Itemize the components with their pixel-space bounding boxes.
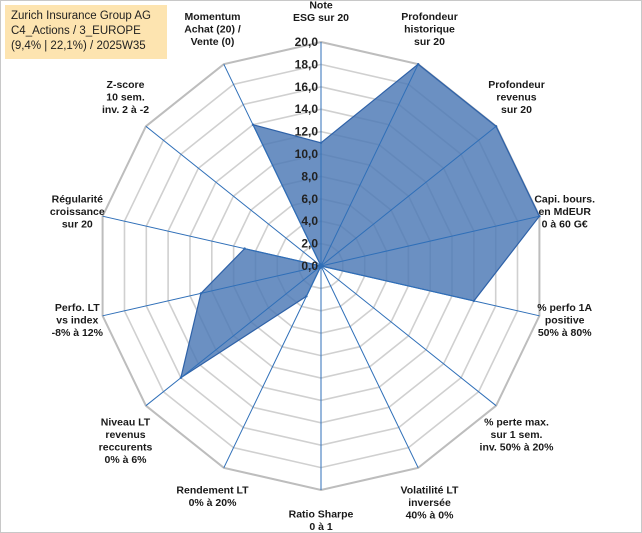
category-label-10: Niveau LT revenus reccurents 0% à 6% (99, 417, 153, 467)
spoke-14 (223, 63, 322, 267)
chart-title-box: Zurich Insurance Group AG C4_Actions / 3… (5, 5, 167, 59)
category-label-line: 50% à 80% (538, 327, 592, 339)
spoke-9 (223, 265, 322, 469)
tick-label: 8,0 (301, 169, 318, 183)
category-label-line: Z-score (107, 79, 145, 91)
category-labels: Note ESG sur 20 Profondeur historique sur 20… (50, 0, 595, 533)
spoke-4 (320, 215, 540, 267)
category-label-line: Profondeur (401, 11, 458, 23)
category-label-line: 10 sem. (106, 91, 145, 103)
category-label-13: Z-score 10 sem. inv. 2 à -2 (102, 79, 149, 116)
spoke-5 (320, 265, 540, 317)
category-label-line: -8% à 12% (52, 327, 104, 339)
category-label-11: Perfo. LT vs index -8% à 12% (52, 302, 104, 339)
tick-label: 18,0 (295, 57, 319, 71)
tick-label: 6,0 (301, 192, 318, 206)
category-label-line: croissance (50, 206, 105, 218)
category-label-line: vs index (56, 315, 98, 327)
category-label-line: Perfo. LT (55, 302, 100, 314)
category-label-line: Capi. bours. (534, 194, 595, 206)
spoke-7 (320, 265, 419, 469)
category-label-7: Volatilité LT inversée 40% à 0% (401, 484, 460, 521)
category-label-6: % perte max. sur 1 sem. inv. 50% à 20% (480, 417, 555, 454)
category-label-line: sur 20 (501, 104, 532, 116)
category-label-line: inv. 2 à -2 (102, 104, 149, 116)
radar-series (179, 62, 541, 380)
category-label-9: Rendement LT 0% à 20% (176, 484, 249, 509)
category-label-line: positive (545, 315, 585, 327)
category-label-line: inv. 50% à 20% (480, 442, 555, 454)
category-label-line: 0% à 20% (189, 497, 238, 509)
category-label-14: Momentum Achat (20) / Vente (0) (184, 11, 241, 48)
category-label-line: sur 20 (414, 36, 445, 48)
category-label-line: Note (309, 0, 332, 12)
category-label-line: revenus (496, 91, 536, 103)
category-label-line: inversée (408, 497, 451, 509)
chart-title-line-3: (9,4% | 22,1%) / 2025W35 (11, 40, 146, 52)
category-label-line: 0 à 60 G€ (542, 219, 588, 231)
chart-title-line-2: C4_Actions / 3_EUROPE (11, 25, 141, 37)
category-label-line: historique (404, 24, 455, 36)
tick-label: 10,0 (295, 147, 319, 161)
category-label-line: 0 à 1 (309, 521, 333, 533)
spoke-11 (102, 265, 322, 317)
category-label-line: Régularité (52, 194, 104, 206)
spoke-2 (320, 63, 419, 267)
category-label-line: reccurents (99, 442, 153, 454)
category-label-line: Vente (0) (191, 36, 235, 48)
category-label-line: revenus (105, 429, 145, 441)
category-label-line: Achat (20) / (184, 24, 241, 36)
category-label-8: Ratio Sharpe 0 à 1 (289, 509, 354, 533)
tick-label: 16,0 (295, 80, 319, 94)
radar-spokes (102, 42, 540, 490)
category-label-3: Profondeur revenus sur 20 (488, 79, 545, 116)
category-label-line: 40% à 0% (406, 509, 455, 521)
category-label-4: Capi. bours. en MdEUR 0 à 60 G€ (534, 194, 595, 231)
tick-label: 20,0 (295, 35, 319, 49)
category-label-line: Momentum (185, 11, 241, 23)
category-label-12: Régularité croissance sur 20 (50, 194, 105, 231)
category-label-line: en MdEUR (538, 206, 591, 218)
tick-label: 2,0 (301, 237, 318, 251)
spoke-10 (145, 265, 322, 407)
category-label-line: ESG sur 20 (293, 12, 349, 24)
category-label-line: 0% à 6% (104, 454, 147, 466)
category-label-1: Note ESG sur 20 (293, 0, 349, 24)
category-label-line: Ratio Sharpe (289, 509, 354, 521)
category-label-line: % perte max. (484, 417, 549, 429)
category-label-line: Profondeur (488, 79, 545, 91)
chart-title-line-1: Zurich Insurance Group AG (11, 10, 151, 22)
tick-label: 12,0 (295, 125, 319, 139)
spoke-12 (102, 215, 322, 267)
radial-tick-labels: 0,0 2,0 4,0 6,0 8,0 10,0 12,0 14,0 16,0 18,0 20,0 (295, 35, 319, 273)
category-label-line: % perfo 1A (537, 302, 592, 314)
category-label-line: Volatilité LT (401, 484, 460, 496)
category-label-line: sur 1 sem. (491, 429, 543, 441)
category-label-5: % perfo 1A positive 50% à 80% (537, 302, 592, 339)
category-label-2: Profondeur historique sur 20 (401, 11, 458, 48)
spoke-13 (145, 125, 322, 267)
spoke-3 (320, 125, 497, 267)
category-label-line: Rendement LT (176, 484, 249, 496)
spoke-6 (320, 265, 497, 407)
tick-label: 14,0 (295, 102, 319, 116)
tick-label: 4,0 (301, 214, 318, 228)
category-label-line: Niveau LT (101, 417, 151, 429)
category-label-line: sur 20 (62, 219, 93, 231)
tick-label: 0,0 (301, 259, 318, 273)
